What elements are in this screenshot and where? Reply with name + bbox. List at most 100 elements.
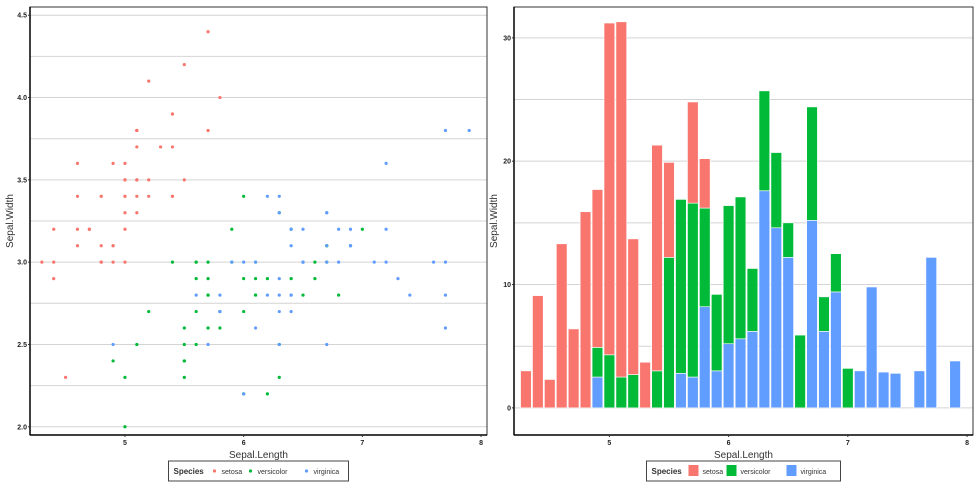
scatter-panel: 2.0 2.5 3.0 3.5 4.0 4.5 5 6 7 8 Sepal.Length Sepal.… [5,6,488,482]
point-virginica [325,342,329,347]
point-setosa [123,178,127,182]
bar-setosa [532,295,544,409]
point-versicolor [253,277,258,281]
bar-virginica [854,370,866,409]
point-setosa [218,95,222,100]
point-virginica [253,260,258,264]
point-virginica [277,194,281,198]
point-setosa [123,260,127,264]
point-setosa [135,178,139,182]
bar-virginica [734,338,747,409]
bar-virginica [830,291,842,409]
point-setosa [182,178,186,182]
bar-setosa [544,379,556,409]
y-tick-label: 30 [503,35,511,42]
bar-virginica [746,331,759,409]
point-versicolor [242,309,246,314]
y-tick-label: 4.5 [17,13,27,20]
point-virginica [218,309,222,314]
bar-virginica [889,373,902,409]
y-axis-title: Sepal.Width [489,194,500,248]
bar-virginica [949,360,961,409]
point-setosa [75,244,80,248]
point-setosa [135,145,139,149]
bar-versicolor [699,207,711,308]
bar-versicolor [782,222,794,258]
point-setosa [123,194,127,198]
point-virginica [277,211,281,215]
bar-setosa [579,211,592,409]
point-virginica [242,260,246,264]
point-virginica [467,128,471,133]
point-setosa [64,375,68,379]
bar-virginica [770,227,782,409]
point-setosa [182,63,186,67]
bar-virginica [877,371,890,409]
x-tick-label: 6 [727,440,731,447]
point-virginica [431,260,436,264]
point-versicolor [182,375,186,379]
bar-versicolor [770,152,782,229]
point-virginica [325,211,329,215]
point-setosa [75,227,80,231]
point-setosa [87,227,91,231]
point-versicolor [265,277,270,281]
point-virginica [253,326,258,330]
point-setosa [52,277,56,281]
legend-label-virginica: virginica [314,469,340,476]
bar-virginica [687,376,699,409]
point-versicolor [242,277,246,281]
point-versicolor [337,293,341,297]
legend-label-versicolor: versicolor [258,469,289,476]
point-setosa [135,194,139,198]
point-versicolor [194,260,198,264]
point-setosa [206,30,210,34]
point-setosa [123,227,127,231]
bar-versicolor [794,334,806,409]
point-virginica [396,277,400,281]
legend-label-versicolor: versicolor [741,469,772,476]
point-versicolor [182,326,186,330]
point-versicolor [123,425,127,429]
y-axis-title: Sepal.Width [5,194,16,248]
point-virginica [242,392,246,396]
bar-setosa [663,162,675,258]
bar-setosa [687,101,699,204]
point-versicolor [170,260,175,264]
y-tick-label: 3.0 [17,260,27,267]
point-setosa [75,194,80,198]
point-virginica [218,293,222,297]
point-versicolor [313,277,317,281]
point-virginica [277,293,281,297]
bar-panel: 0 10 20 30 5 6 7 8 Sepal.Length Sepal.Width Specie… [489,6,974,482]
point-virginica [265,194,270,198]
x-tick-label: 7 [846,440,850,447]
y-tick-label: 4.0 [17,95,27,102]
point-setosa [52,227,56,231]
point-versicolor [218,326,222,330]
x-tick-label: 5 [123,440,127,447]
x-axis-title: Sepal.Length [714,450,773,461]
bar-versicolor [746,268,759,332]
point-virginica [348,244,353,248]
point-versicolor [289,277,293,281]
legend-key-setosa [212,469,217,473]
bar-setosa [615,21,627,378]
point-versicolor [206,277,210,281]
point-virginica [194,293,198,297]
point-virginica [289,244,293,248]
point-versicolor [277,375,281,379]
y-tick-label: 20 [503,159,511,166]
legend-key-setosa [688,465,699,476]
bar-virginica [591,376,604,409]
y-tick-label: 2.0 [17,424,27,431]
point-versicolor [206,326,210,330]
legend-label-setosa: setosa [703,469,724,476]
point-setosa [123,161,127,165]
point-virginica [408,293,412,297]
point-versicolor [111,359,115,363]
legend-key-versicolor [248,469,253,473]
bar-versicolor [615,376,627,409]
bar-versicolor [806,106,818,221]
